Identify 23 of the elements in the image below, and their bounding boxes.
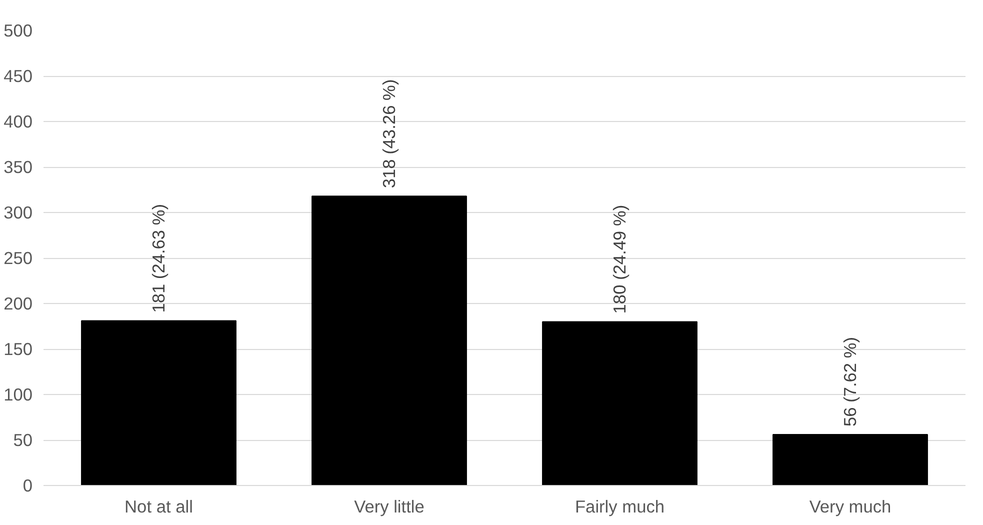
bar bbox=[772, 434, 928, 486]
y-tick-label: 350 bbox=[4, 157, 33, 177]
bar bbox=[312, 196, 467, 486]
data-label: 318 (43.26 %) bbox=[379, 79, 400, 188]
y-tick-label: 200 bbox=[4, 294, 33, 314]
bar bbox=[542, 321, 698, 486]
x-tick-label: Very little bbox=[354, 496, 424, 516]
y-tick-label: 50 bbox=[13, 430, 33, 450]
y-tick-label: 450 bbox=[4, 66, 33, 86]
data-label: 181 (24.63 %) bbox=[148, 204, 169, 313]
bar bbox=[81, 320, 236, 486]
x-tick-label: Very much bbox=[809, 496, 892, 516]
y-tick-label: 0 bbox=[22, 476, 33, 496]
y-tick-label: 250 bbox=[4, 248, 33, 268]
y-tick-label: 400 bbox=[4, 112, 33, 132]
y-tick-label: 150 bbox=[4, 339, 33, 359]
y-tick-label: 100 bbox=[4, 384, 33, 404]
y-tick-label: 500 bbox=[4, 20, 33, 40]
x-tick-label: Fairly much bbox=[574, 496, 665, 516]
x-tick-label: Not at all bbox=[124, 496, 193, 516]
y-tick-label: 300 bbox=[4, 202, 33, 222]
data-label: 180 (24.49 %) bbox=[610, 204, 630, 314]
data-label: 56 (7.62 %) bbox=[840, 336, 860, 427]
